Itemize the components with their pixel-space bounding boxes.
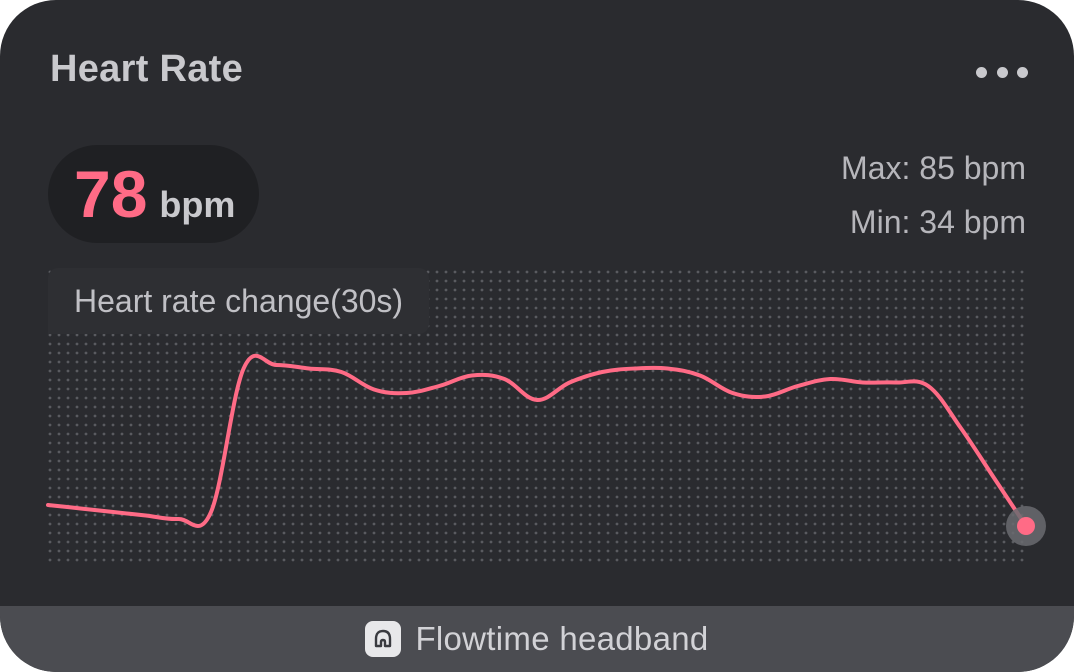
chart-label: Heart rate change(30s) [48, 268, 430, 334]
current-bpm-value: 78 [74, 157, 148, 231]
more-dot [1017, 66, 1028, 78]
bpm-stats: Max: 85 bpm Min: 34 bpm [841, 148, 1026, 256]
more-dot [976, 66, 987, 78]
heart-rate-series-line [46, 353, 1028, 528]
current-bpm-unit: bpm [159, 184, 236, 225]
device-name: Flowtime headband [415, 620, 709, 657]
widget-title: Heart Rate [50, 48, 244, 90]
min-bpm: Min: 34 bpm [849, 204, 1026, 240]
device-footer: Flowtime headband [0, 606, 1074, 672]
current-bpm-pill: 78 bpm [48, 145, 260, 243]
headband-icon [365, 621, 402, 657]
max-bpm: Max: 85 bpm [841, 150, 1026, 186]
more-dot [996, 66, 1008, 78]
more-options-icon[interactable] [976, 58, 1028, 86]
